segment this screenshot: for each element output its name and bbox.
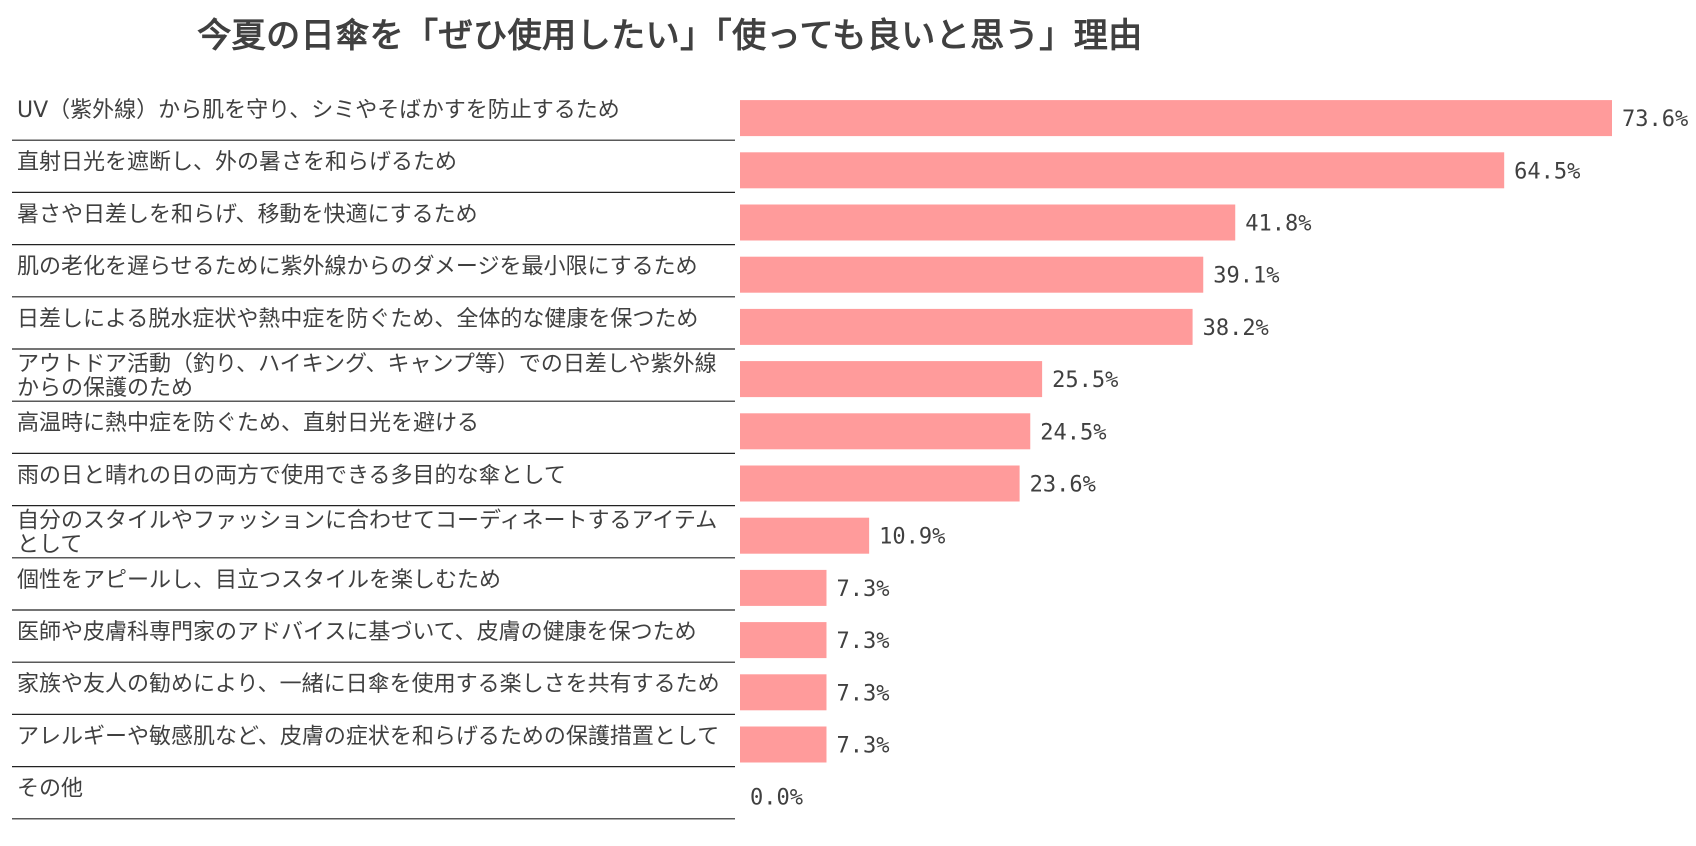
value-label: 10.9% xyxy=(879,525,945,550)
category-label: アレルギーや敏感肌など、皮膚の症状を和らげるための保護措置として xyxy=(17,724,719,749)
value-label: 73.6% xyxy=(1622,107,1688,132)
category-label: 自分のスタイルやファッションに合わせてコーディネートするアイテムとして xyxy=(17,509,717,558)
value-label: 7.3% xyxy=(836,681,889,706)
category-label: 高温時に熱中症を防ぐため、直射日光を避ける xyxy=(17,411,479,436)
bar xyxy=(740,465,1020,502)
value-label: 7.3% xyxy=(836,577,889,602)
category-label: アウトドア活動（釣り、ハイキング、キャンプ等）での日差しや紫外線からの保護のため xyxy=(17,352,717,401)
bar xyxy=(740,726,827,763)
bar xyxy=(740,622,827,659)
bar xyxy=(740,204,1236,241)
value-label: 39.1% xyxy=(1213,264,1279,289)
category-label: 個性をアピールし、目立つスタイルを楽しむため xyxy=(17,568,501,593)
bar xyxy=(740,413,1031,450)
category-label: 直射日光を遮断し、外の暑さを和らげるため xyxy=(17,150,457,175)
category-label: 雨の日と晴れの日の両方で使用できる多目的な傘として xyxy=(17,463,566,488)
bar xyxy=(740,674,827,711)
category-label: 暑さや日差しを和らげ、移動を快適にするため xyxy=(17,202,478,227)
bar xyxy=(740,569,827,606)
category-label: 医師や皮膚科専門家のアドバイスに基づいて、皮膚の健康を保つため xyxy=(17,620,697,645)
category-label: 日差しによる脱水症状や熱中症を防ぐため、全体的な健康を保つため xyxy=(17,307,698,332)
value-label: 25.5% xyxy=(1052,368,1118,393)
value-label: 38.2% xyxy=(1203,316,1269,341)
bar xyxy=(740,256,1204,293)
value-label: 41.8% xyxy=(1245,212,1311,237)
category-label: その他 xyxy=(17,777,83,802)
category-label: UV（紫外線）から肌を守り、シミやそばかすを防止するため xyxy=(17,98,620,123)
bar xyxy=(740,100,1612,137)
bar xyxy=(740,517,870,554)
category-label: 肌の老化を遅らせるために紫外線からのダメージを最小限にするため xyxy=(17,255,698,280)
chart-title: 今夏の日傘を「ぜひ使用したい」「使っても良いと思う」理由 xyxy=(197,16,1143,56)
value-label: 7.3% xyxy=(836,629,889,654)
value-label: 0.0% xyxy=(750,786,803,811)
bar xyxy=(740,308,1193,345)
value-label: 64.5% xyxy=(1514,159,1580,184)
bar xyxy=(740,152,1505,189)
value-label: 23.6% xyxy=(1030,473,1096,498)
category-label: 家族や友人の勧めにより、一緒に日傘を使用する楽しさを共有するため xyxy=(17,672,720,697)
value-label: 7.3% xyxy=(836,734,889,759)
value-label: 24.5% xyxy=(1040,420,1106,445)
bar xyxy=(740,361,1043,398)
